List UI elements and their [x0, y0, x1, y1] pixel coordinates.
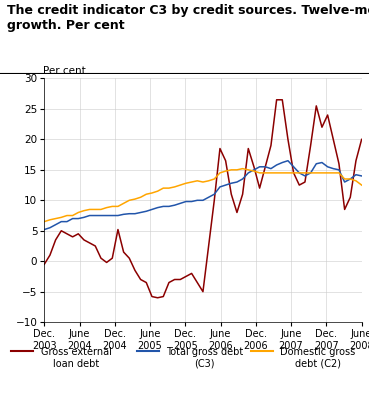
Text: Per cent: Per cent: [43, 66, 86, 76]
Text: Domestic gross
debt (C2): Domestic gross debt (C2): [280, 347, 356, 368]
Text: Gross external
loan debt: Gross external loan debt: [41, 347, 111, 368]
Text: The credit indicator C3 by credit sources. Twelve-month
growth. Per cent: The credit indicator C3 by credit source…: [7, 4, 369, 32]
Text: Total gross debt
(C3): Total gross debt (C3): [166, 347, 243, 368]
